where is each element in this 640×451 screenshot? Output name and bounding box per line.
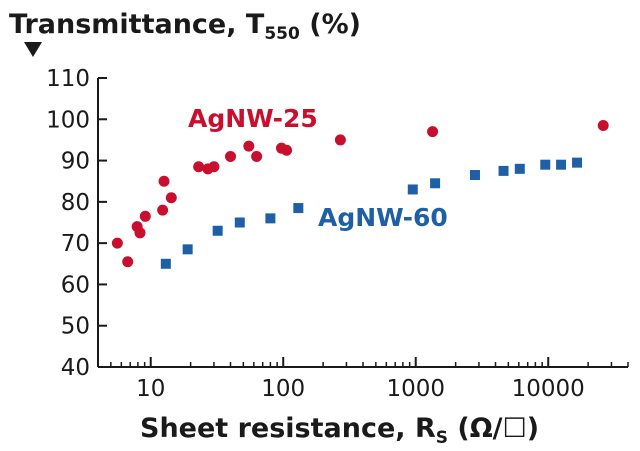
point-agnw-25 [165,192,177,204]
point-agnw-60 [430,178,441,189]
point-agnw-60 [572,157,583,168]
point-agnw-25 [111,237,123,249]
point-agnw-25 [334,134,346,146]
x-axis-title: Sheet resistance, RS (Ω/☐) [140,413,539,448]
y-tick-label: 40 [61,355,90,381]
y-axis-title: Transmittance, T550 (%) [9,9,361,44]
y-tick-label: 50 [61,314,90,340]
point-agnw-60 [212,225,223,236]
y-tick-label: 110 [46,66,90,92]
point-agnw-25 [251,150,263,162]
point-agnw-25 [597,119,609,131]
series-label-agnw-60: AgNW-60 [318,203,448,232]
y-tick-label: 60 [61,272,90,298]
point-agnw-25 [427,126,439,138]
x-axis-ticks: 10 100 1000 10000 [97,357,629,402]
y-axis-ticks: 40 50 60 70 80 90 100 110 [46,66,107,381]
point-agnw-60 [234,217,245,228]
point-agnw-25 [134,227,146,239]
point-agnw-25 [193,161,205,173]
x-tick-label: 10 [136,376,165,402]
point-agnw-60 [160,258,171,269]
y-tick-label: 70 [61,231,90,257]
point-agnw-60 [293,203,304,214]
arrow-down-icon [24,42,42,57]
data-markers [111,119,609,269]
point-agnw-60 [265,213,276,224]
x-tick-label: 100 [261,376,305,402]
point-agnw-25 [157,204,169,216]
point-agnw-60 [540,159,551,170]
point-agnw-25 [225,150,236,162]
series-label-agnw-25: AgNW-25 [188,104,318,133]
x-tick-label: 1000 [386,376,445,402]
point-agnw-25 [281,144,293,156]
x-tick-label: 10000 [512,376,585,402]
point-agnw-60 [556,159,567,170]
point-agnw-25 [208,161,220,173]
point-agnw-60 [498,165,509,176]
point-agnw-60 [514,163,525,174]
point-agnw-25 [158,175,170,187]
y-tick-label: 100 [46,107,90,133]
point-agnw-25 [243,140,255,152]
point-agnw-60 [182,244,193,255]
point-agnw-60 [469,170,480,181]
point-agnw-25 [139,210,151,222]
point-agnw-60 [407,184,418,195]
point-agnw-25 [122,256,134,268]
y-tick-label: 90 [61,149,90,175]
y-tick-label: 80 [61,190,90,216]
